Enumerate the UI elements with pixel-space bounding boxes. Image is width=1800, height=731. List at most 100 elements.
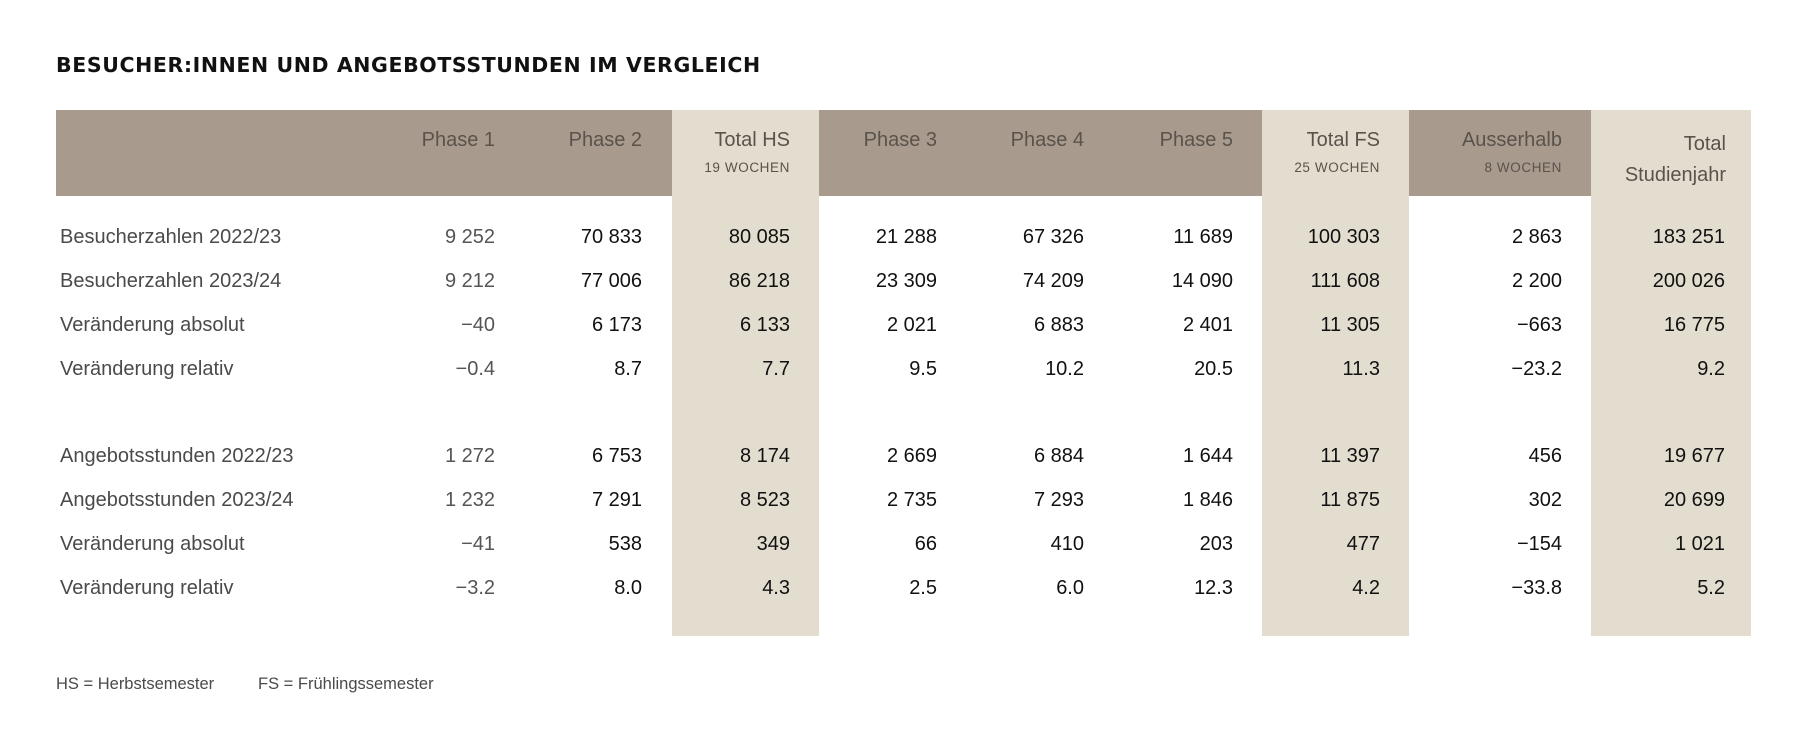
header-label: Total: [1683, 133, 1726, 155]
total-hs-column-band: [672, 110, 819, 636]
cell-phase-1: −40: [461, 314, 495, 336]
cell-phase-5: 14 090: [1171, 270, 1233, 292]
header-total-hs: Total HS 19 WOCHEN: [630, 126, 790, 179]
row-label: Besucherzahlen 2022/23: [60, 226, 282, 248]
cell-phase-3: 2 021: [886, 314, 937, 336]
cell-phase-4: 74 209: [1022, 270, 1084, 292]
cell-ausserhalb: 456: [1528, 445, 1562, 467]
cell-total-hs: 8 523: [739, 489, 790, 511]
cell-phase-2: 70 833: [580, 226, 642, 248]
cell-total-hs: 4.3: [762, 577, 790, 599]
header-label: Phase 2: [568, 129, 642, 151]
cell-phase-5: 1 846: [1182, 489, 1233, 511]
cell-phase-1: 1 272: [444, 445, 495, 467]
cell-phase-3: 2 669: [886, 445, 937, 467]
cell-total-fs: 11 305: [1320, 314, 1380, 336]
cell-phase-2: 8.7: [614, 358, 642, 380]
header-label: Phase 4: [1010, 129, 1084, 151]
header-phase-5: Phase 5: [1073, 126, 1233, 154]
header-sublabel: 25 WOCHEN: [1294, 160, 1380, 175]
header-sublabel: 8 WOCHEN: [1484, 160, 1562, 175]
cell-phase-4: 67 326: [1022, 226, 1084, 248]
header-label: Phase 5: [1159, 129, 1233, 151]
cell-phase-4: 6 883: [1033, 314, 1084, 336]
cell-ausserhalb: −33.8: [1511, 577, 1562, 599]
cell-phase-5: 203: [1199, 533, 1233, 555]
cell-total-studienjahr: 5.2: [1697, 577, 1725, 599]
cell-ausserhalb: −663: [1516, 314, 1562, 336]
cell-phase-1: −3.2: [455, 577, 495, 599]
footnote-fs: FS = Frühlingssemester: [258, 675, 434, 693]
total-studienjahr-column-band: [1591, 110, 1751, 636]
header-ausserhalb: Ausserhalb 8 WOCHEN: [1402, 126, 1562, 179]
cell-total-fs: 477: [1346, 533, 1380, 555]
cell-phase-3: 21 288: [875, 226, 937, 248]
cell-phase-1: 9 212: [444, 270, 495, 292]
cell-phase-4: 6 884: [1033, 445, 1084, 467]
cell-total-fs: 111 608: [1310, 270, 1380, 292]
row-label: Veränderung relativ: [60, 358, 234, 380]
cell-ausserhalb: 2 863: [1511, 226, 1562, 248]
header-label: Ausserhalb: [1461, 129, 1562, 151]
header-phase-3: Phase 3: [777, 126, 937, 154]
cell-phase-2: 8.0: [614, 577, 642, 599]
cell-phase-3: 2.5: [909, 577, 937, 599]
cell-phase-2: 6 173: [591, 314, 642, 336]
cell-total-fs: 11 875: [1320, 489, 1380, 511]
cell-total-fs: 11.3: [1342, 358, 1380, 380]
footnote-hs: HS = Herbstsemester: [56, 675, 215, 693]
cell-total-hs: 349: [756, 533, 790, 555]
cell-phase-5: 1 644: [1182, 445, 1233, 467]
cell-phase-1: 9 252: [444, 226, 495, 248]
cell-total-hs: 80 085: [728, 226, 790, 248]
row-label: Veränderung absolut: [60, 533, 245, 555]
header-sublabel: Studienjahr: [1624, 164, 1726, 186]
cell-phase-4: 410: [1050, 533, 1084, 555]
cell-total-hs: 6 133: [739, 314, 790, 336]
table-title: BESUCHER:INNEN UND ANGEBOTSSTUNDEN IM VE…: [56, 53, 761, 77]
header-label: Total FS: [1306, 129, 1380, 151]
cell-phase-4: 7 293: [1033, 489, 1084, 511]
row-label: Besucherzahlen 2023/24: [60, 270, 282, 292]
cell-phase-5: 12.3: [1194, 577, 1233, 599]
cell-total-fs: 11 397: [1320, 445, 1380, 467]
cell-total-studienjahr: 9.2: [1697, 358, 1725, 380]
cell-phase-1: −41: [461, 533, 495, 555]
cell-total-hs: 7.7: [762, 358, 790, 380]
table-header-band: [56, 110, 1751, 196]
header-label: Phase 1: [421, 129, 495, 151]
header-label: Total HS: [714, 129, 790, 151]
cell-total-studienjahr: 183 251: [1652, 226, 1725, 248]
cell-phase-3: 2 735: [886, 489, 937, 511]
cell-phase-2: 6 753: [591, 445, 642, 467]
cell-phase-5: 20.5: [1194, 358, 1233, 380]
cell-total-studienjahr: 200 026: [1652, 270, 1725, 292]
row-label: Angebotsstunden 2023/24: [60, 489, 294, 511]
header-total-fs: Total FS 25 WOCHEN: [1220, 126, 1380, 179]
cell-ausserhalb: −154: [1516, 533, 1562, 555]
total-fs-column-band: [1262, 110, 1409, 636]
cell-total-studienjahr: 19 677: [1663, 445, 1725, 467]
header-phase-2: Phase 2: [482, 126, 642, 154]
cell-phase-1: 1 232: [444, 489, 495, 511]
cell-phase-3: 66: [914, 533, 937, 555]
cell-ausserhalb: 302: [1528, 489, 1562, 511]
cell-total-fs: 100 303: [1307, 226, 1380, 248]
row-label: Veränderung relativ: [60, 577, 234, 599]
row-label: Angebotsstunden 2022/23: [60, 445, 294, 467]
cell-total-hs: 8 174: [739, 445, 790, 467]
cell-ausserhalb: 2 200: [1511, 270, 1562, 292]
cell-total-studienjahr: 20 699: [1663, 489, 1725, 511]
cell-phase-3: 9.5: [909, 358, 937, 380]
cell-phase-5: 2 401: [1182, 314, 1233, 336]
cell-phase-5: 11 689: [1173, 226, 1233, 248]
cell-phase-4: 10.2: [1045, 358, 1084, 380]
cell-phase-3: 23 309: [875, 270, 937, 292]
header-phase-1: Phase 1: [335, 126, 495, 154]
cell-total-studienjahr: 16 775: [1663, 314, 1725, 336]
cell-phase-2: 538: [608, 533, 642, 555]
header-label: Phase 3: [863, 129, 937, 151]
header-sublabel: 19 WOCHEN: [704, 160, 790, 175]
cell-phase-4: 6.0: [1056, 577, 1084, 599]
cell-total-hs: 86 218: [728, 270, 790, 292]
